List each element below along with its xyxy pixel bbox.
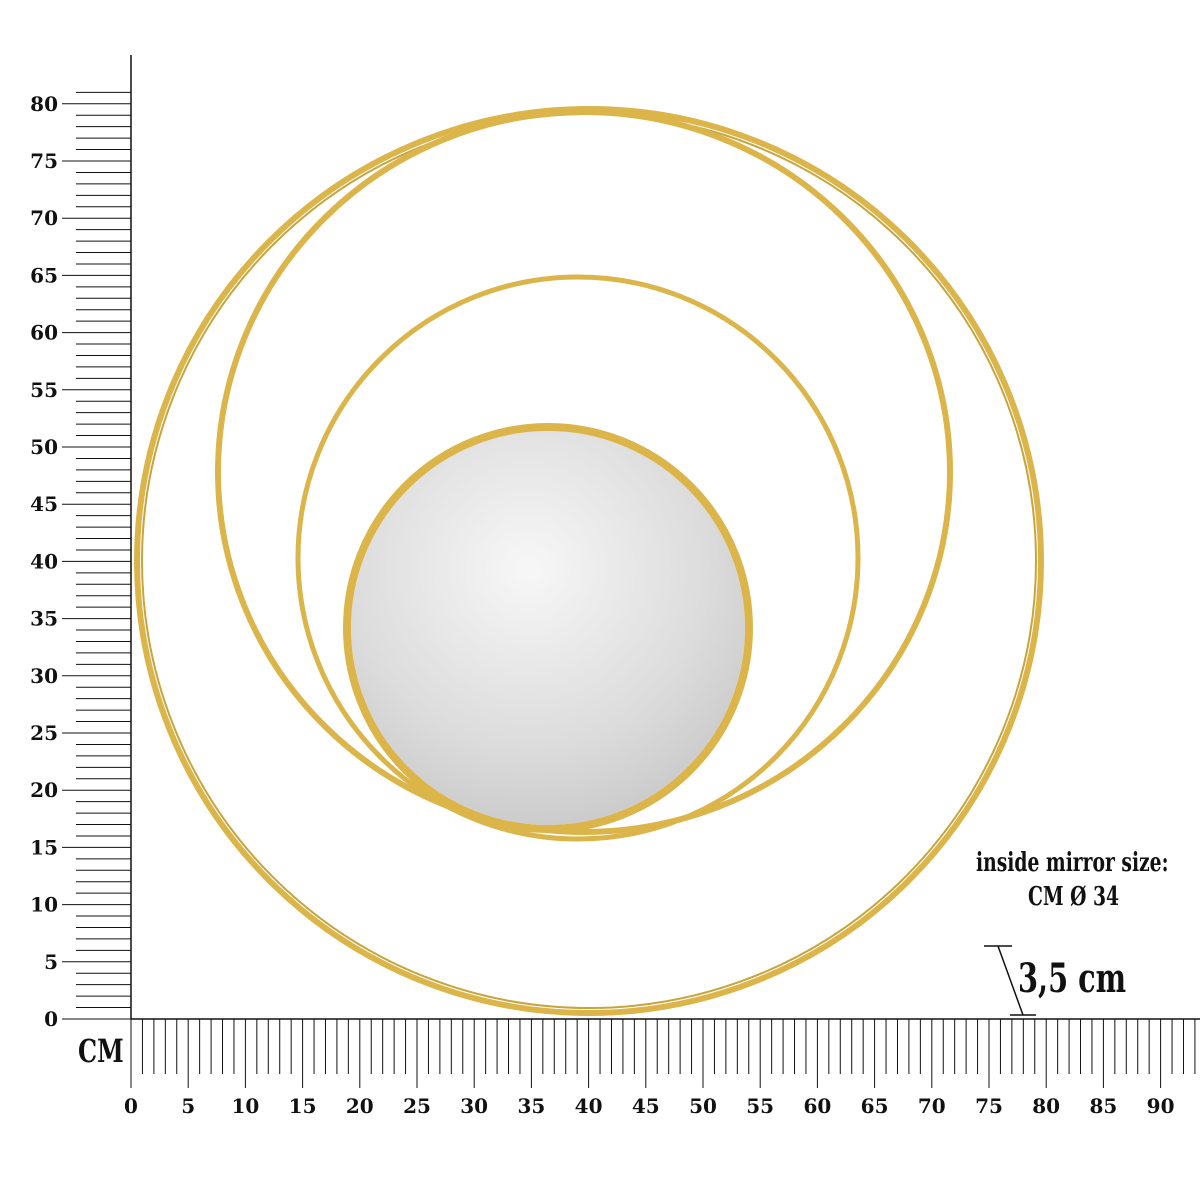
vertical-ruler-label: 40	[30, 549, 58, 573]
horizontal-ruler-label: 90	[1147, 1094, 1175, 1118]
horizontal-ruler-label: 35	[517, 1094, 545, 1118]
horizontal-ruler-label: 50	[689, 1094, 717, 1118]
horizontal-ruler-label: 85	[1089, 1094, 1117, 1118]
third-ring	[295, 274, 861, 842]
inside-mirror-size-value: CM Ø 34	[1028, 882, 1120, 912]
mirror-product	[134, 106, 1044, 1016]
vertical-ruler-label: 75	[30, 149, 58, 173]
vertical-ruler-label: 45	[30, 492, 58, 516]
horizontal-ruler: 0 5 10 15 20 25 30 35 40 45 50 55 60 65 70 75 80 85 90	[124, 1018, 1200, 1118]
horizontal-ruler-label: 70	[918, 1094, 946, 1118]
vertical-ruler-label: 20	[30, 778, 58, 802]
vertical-ruler-label: 5	[44, 950, 58, 974]
unit-label: CM	[78, 1031, 124, 1069]
mirror-frame	[343, 423, 753, 833]
vertical-ruler-label: 60	[30, 321, 58, 345]
thickness-marker	[984, 945, 1036, 1016]
horizontal-ruler-label: 15	[289, 1094, 317, 1118]
horizontal-ruler-label: 25	[403, 1094, 431, 1118]
horizontal-ruler-label: 40	[575, 1094, 603, 1118]
vertical-ruler-label: 80	[30, 92, 58, 116]
vertical-ruler-label: 35	[30, 607, 58, 631]
vertical-ruler-label: 0	[44, 1007, 58, 1031]
horizontal-ruler-label: 75	[975, 1094, 1003, 1118]
vertical-ruler-label: 10	[30, 893, 58, 917]
mirror-glass	[351, 431, 745, 825]
horizontal-ruler-label: 20	[346, 1094, 374, 1118]
outer-ring	[134, 106, 1044, 1016]
vertical-ruler-label: 65	[30, 263, 58, 287]
vertical-ruler-label: 30	[30, 664, 58, 688]
horizontal-ruler-label: 5	[181, 1094, 195, 1118]
vertical-ruler-label: 25	[30, 721, 58, 745]
vertical-ruler-label: 70	[30, 206, 58, 230]
horizontal-ruler-label: 10	[231, 1094, 259, 1118]
horizontal-ruler-label: 55	[746, 1094, 774, 1118]
vertical-ruler-label: 15	[30, 835, 58, 859]
vertical-ruler-label: 55	[30, 378, 58, 402]
horizontal-ruler-label: 60	[803, 1094, 831, 1118]
inside-mirror-size-label: inside mirror size:	[976, 848, 1169, 878]
thickness-label: 3,5 cm	[1018, 955, 1127, 1002]
horizontal-ruler-label: 0	[124, 1094, 138, 1118]
horizontal-ruler-label: 45	[632, 1094, 660, 1118]
horizontal-ruler-label: 30	[460, 1094, 488, 1118]
horizontal-ruler-label: 80	[1032, 1094, 1060, 1118]
vertical-ruler: 0 5 10 15 20 25 30 35 40 45 50 55 60 65 70 75 80	[30, 55, 132, 1031]
vertical-ruler-label: 50	[30, 435, 58, 459]
horizontal-ruler-label: 65	[861, 1094, 889, 1118]
second-ring	[215, 109, 953, 835]
